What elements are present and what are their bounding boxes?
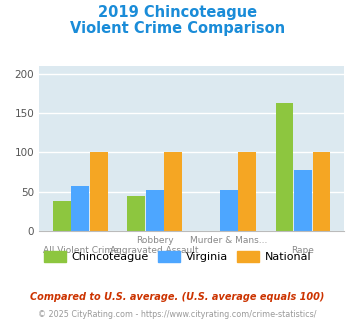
Bar [313,152,331,231]
Bar [275,103,293,231]
Bar [53,201,71,231]
Bar [239,152,256,231]
Text: 2019 Chincoteague: 2019 Chincoteague [98,5,257,20]
Bar [127,196,145,231]
Text: Rape: Rape [291,246,315,255]
Text: Aggravated Assault: Aggravated Assault [110,246,199,255]
Legend: Chincoteague, Virginia, National: Chincoteague, Virginia, National [39,247,316,267]
Text: © 2025 CityRating.com - https://www.cityrating.com/crime-statistics/: © 2025 CityRating.com - https://www.city… [38,310,317,319]
Text: Murder & Mans...: Murder & Mans... [190,236,268,245]
Text: Violent Crime Comparison: Violent Crime Comparison [70,21,285,36]
Text: Robbery: Robbery [136,236,173,245]
Text: All Violent Crime: All Violent Crime [43,246,118,255]
Bar [220,190,238,231]
Text: Compared to U.S. average. (U.S. average equals 100): Compared to U.S. average. (U.S. average … [30,292,325,302]
Bar [90,152,108,231]
Bar [164,152,182,231]
Bar [71,186,89,231]
Bar [146,190,164,231]
Bar [294,170,312,231]
